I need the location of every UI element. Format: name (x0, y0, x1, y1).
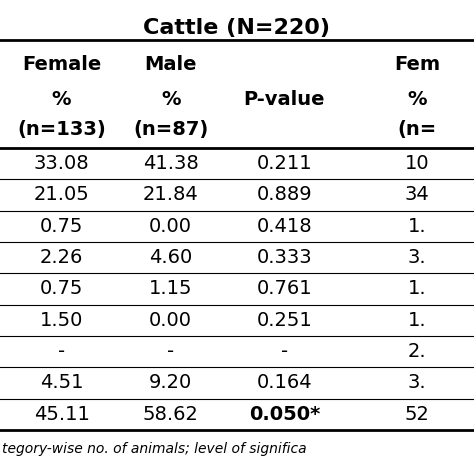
Text: 0.333: 0.333 (256, 248, 312, 267)
Text: Female: Female (22, 55, 101, 74)
Text: 2.26: 2.26 (40, 248, 83, 267)
Text: 4.60: 4.60 (149, 248, 192, 267)
Text: -: - (167, 342, 174, 361)
Text: 52: 52 (405, 405, 429, 424)
Text: 21.84: 21.84 (143, 185, 199, 204)
Text: 1.15: 1.15 (149, 280, 192, 299)
Text: 33.08: 33.08 (34, 154, 90, 173)
Text: 1.50: 1.50 (40, 311, 83, 330)
Text: P-value: P-value (244, 90, 325, 109)
Text: 0.251: 0.251 (256, 311, 312, 330)
Text: 4.51: 4.51 (40, 374, 83, 392)
Text: -: - (281, 342, 288, 361)
Text: Male: Male (145, 55, 197, 74)
Text: 1.: 1. (408, 280, 427, 299)
Text: 1.: 1. (408, 217, 427, 236)
Text: 0.211: 0.211 (256, 154, 312, 173)
Text: %: % (52, 90, 72, 109)
Text: (n=133): (n=133) (17, 120, 106, 139)
Text: 21.05: 21.05 (34, 185, 90, 204)
Text: Cattle (N=220): Cattle (N=220) (144, 18, 330, 38)
Text: %: % (161, 90, 181, 109)
Text: 0.418: 0.418 (256, 217, 312, 236)
Text: %: % (407, 90, 427, 109)
Text: 0.761: 0.761 (256, 280, 312, 299)
Text: 41.38: 41.38 (143, 154, 199, 173)
Text: 0.75: 0.75 (40, 217, 83, 236)
Text: 0.00: 0.00 (149, 217, 192, 236)
Text: 0.00: 0.00 (149, 311, 192, 330)
Text: -: - (58, 342, 65, 361)
Text: tegory-wise no. of animals; level of significa: tegory-wise no. of animals; level of sig… (2, 442, 307, 456)
Text: 58.62: 58.62 (143, 405, 199, 424)
Text: 0.050*: 0.050* (249, 405, 320, 424)
Text: 3.: 3. (408, 374, 427, 392)
Text: Fem: Fem (394, 55, 440, 74)
Text: 9.20: 9.20 (149, 374, 192, 392)
Text: 34: 34 (405, 185, 429, 204)
Text: (n=87): (n=87) (133, 120, 208, 139)
Text: 45.11: 45.11 (34, 405, 90, 424)
Text: (n=: (n= (398, 120, 437, 139)
Text: 0.164: 0.164 (256, 374, 312, 392)
Text: 10: 10 (405, 154, 429, 173)
Text: 2.: 2. (408, 342, 427, 361)
Text: 0.889: 0.889 (256, 185, 312, 204)
Text: 1.: 1. (408, 311, 427, 330)
Text: 0.75: 0.75 (40, 280, 83, 299)
Text: 3.: 3. (408, 248, 427, 267)
